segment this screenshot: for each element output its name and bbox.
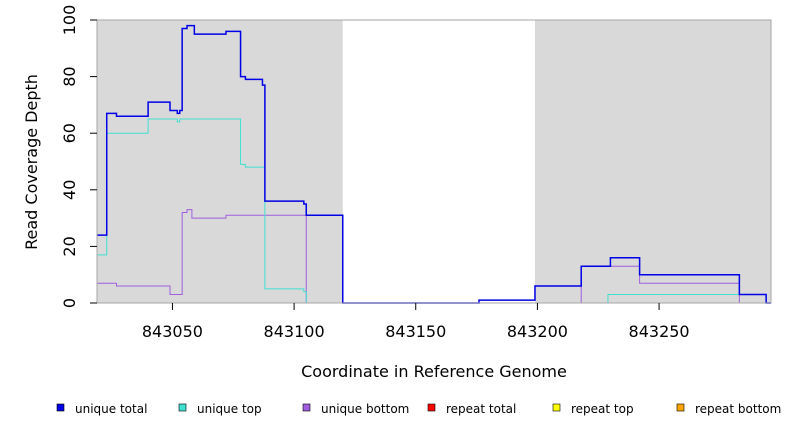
- legend-label: unique bottom: [321, 402, 409, 416]
- legend-swatch: [56, 403, 65, 412]
- y-tick-label: 60: [60, 123, 79, 143]
- x-tick-label: 843200: [507, 322, 568, 341]
- grey-region: [534, 20, 771, 303]
- plot-frame: [96, 19, 772, 304]
- grey-region: [97, 20, 343, 303]
- legend-swatch: [302, 403, 311, 412]
- x-axis: 843050 843100 843150 843200 843250: [142, 303, 690, 341]
- series-line-unique-total: [97, 24, 771, 304]
- y-axis: 0 20 40 60 80 100: [60, 5, 97, 308]
- legend-label: unique top: [197, 402, 262, 416]
- x-axis-title: Coordinate in Reference Genome: [301, 362, 567, 381]
- y-tick-label: 20: [60, 236, 79, 256]
- y-axis-title: Read Coverage Depth: [22, 74, 41, 250]
- x-tick-label: 843100: [264, 322, 325, 341]
- y-tick-label: 100: [60, 5, 79, 36]
- legend-label: repeat bottom: [695, 402, 781, 416]
- legend: unique total unique top unique bottom repea…: [56, 402, 781, 416]
- legend-swatch: [676, 403, 685, 412]
- legend-label: repeat total: [446, 402, 516, 416]
- series-line-unique-top: [97, 118, 771, 304]
- y-tick-label: 40: [60, 180, 79, 200]
- y-tick-label: 80: [60, 66, 79, 86]
- x-tick-label: 843150: [385, 322, 446, 341]
- legend-label: repeat top: [571, 402, 634, 416]
- y-tick-label: 0: [60, 298, 79, 308]
- x-tick-label: 843050: [142, 322, 203, 341]
- legend-swatch: [552, 403, 561, 412]
- legend-swatch: [178, 403, 187, 412]
- legend-swatch: [427, 403, 436, 412]
- legend-label: unique total: [75, 402, 147, 416]
- plot-regions: [97, 20, 771, 303]
- x-tick-label: 843250: [629, 322, 690, 341]
